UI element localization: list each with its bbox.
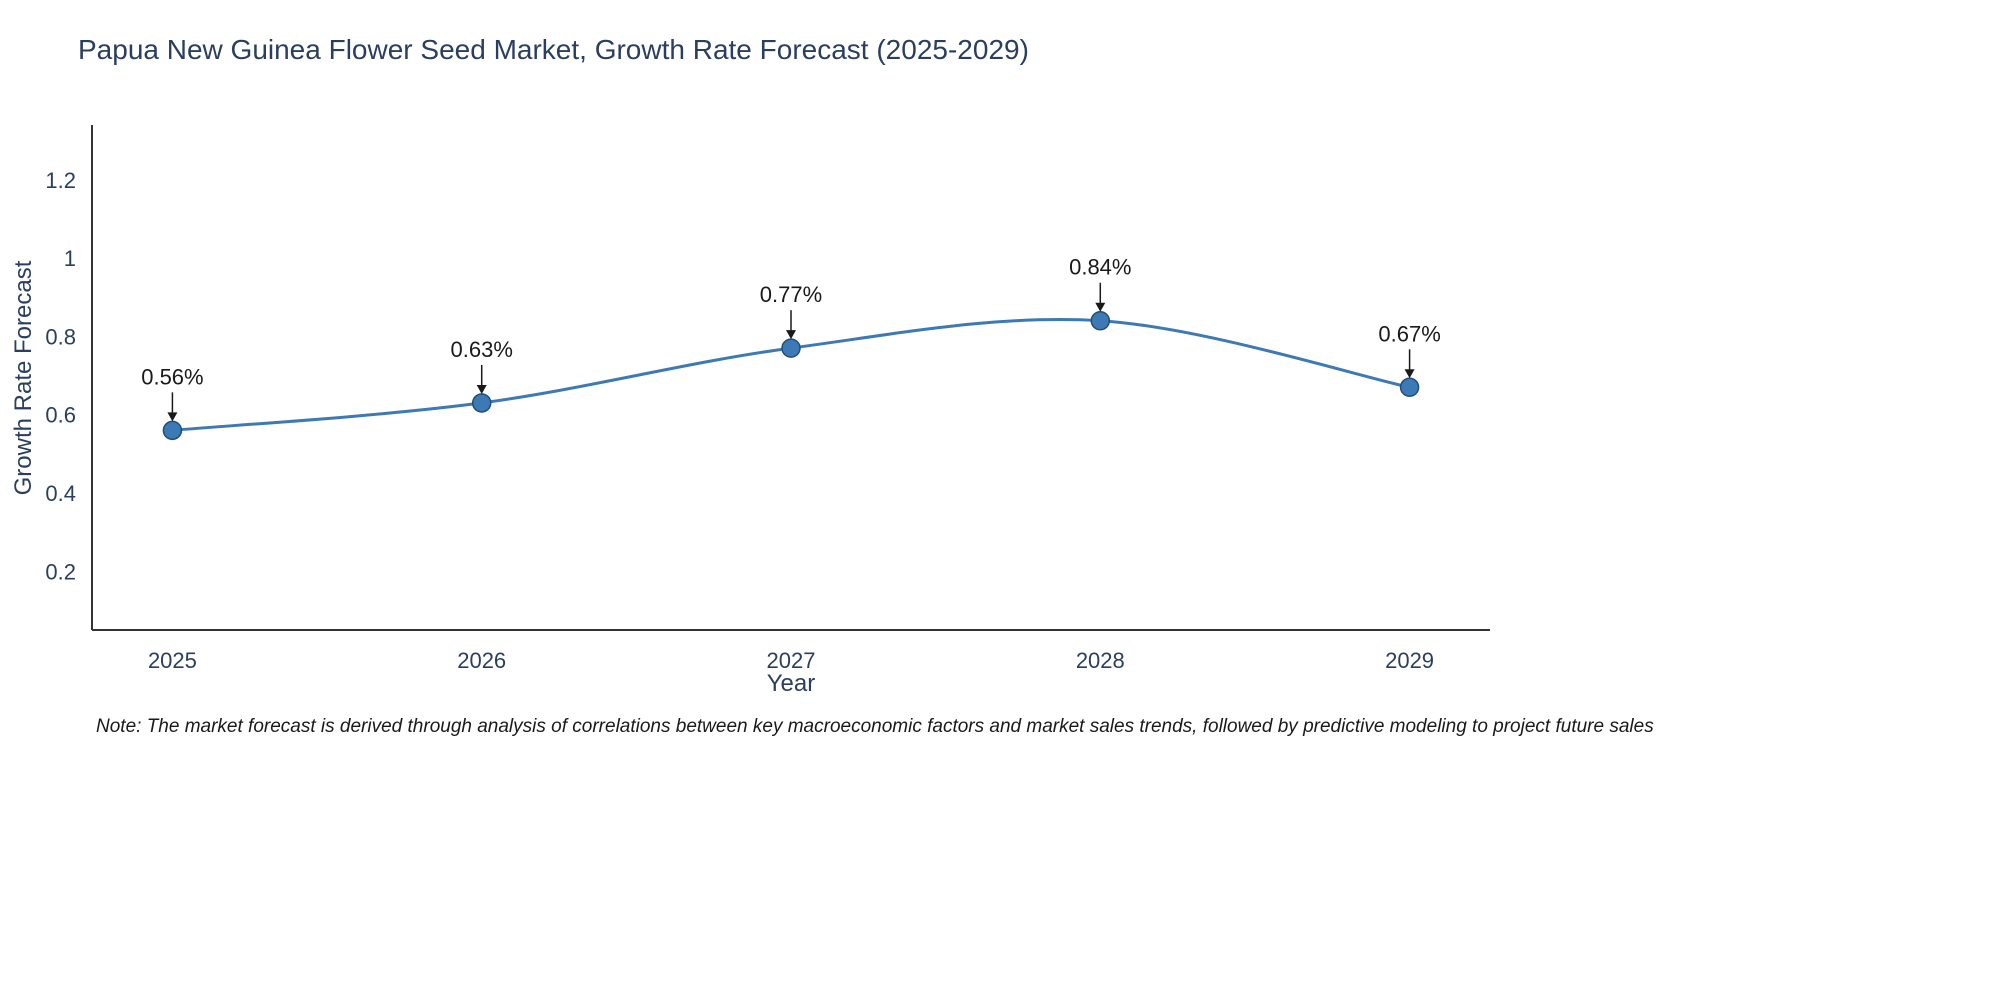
growth-rate-line-chart: 0.2 0.4 0.6 0.8 1 1.2 2025 2026 2027 2028 2029 0.56… xyxy=(45,125,1490,673)
y-tick-label: 1 xyxy=(64,246,76,271)
x-tick-label: 2029 xyxy=(1385,648,1434,673)
y-tick-label: 0.8 xyxy=(45,324,76,349)
annotation-arrowhead xyxy=(786,330,796,340)
point-annotation-label: 0.56% xyxy=(141,364,203,389)
y-tick-label: 0.6 xyxy=(45,403,76,428)
data-point-marker xyxy=(1090,310,1111,331)
y-tick-label: 0.4 xyxy=(45,481,76,506)
data-point-marker xyxy=(1399,377,1420,398)
x-axis-title: Year xyxy=(766,670,816,697)
annotation-arrowhead xyxy=(167,412,178,422)
y-tick-label: 0.2 xyxy=(45,559,76,584)
annotation-arrowhead xyxy=(1095,302,1106,312)
chart-title: Papua New Guinea Flower Seed Market, Gro… xyxy=(78,34,1029,65)
data-point-marker xyxy=(162,420,183,441)
point-annotation-label: 0.63% xyxy=(451,337,513,362)
footnote: Note: The market forecast is derived thr… xyxy=(96,716,1654,737)
x-tick-label: 2027 xyxy=(767,648,816,673)
data-point-marker xyxy=(781,338,801,358)
point-annotation-label: 0.67% xyxy=(1378,321,1440,346)
point-annotation-label: 0.77% xyxy=(760,282,822,307)
x-tick-label: 2028 xyxy=(1076,648,1125,673)
annotation-arrowhead xyxy=(1404,369,1415,379)
x-tick-label: 2025 xyxy=(148,648,197,673)
point-annotation-label: 0.84% xyxy=(1069,255,1131,280)
data-point-marker xyxy=(471,393,492,413)
y-tick-label: 1.2 xyxy=(45,168,76,193)
x-tick-label: 2026 xyxy=(457,648,506,673)
annotation-arrowhead xyxy=(476,384,487,394)
